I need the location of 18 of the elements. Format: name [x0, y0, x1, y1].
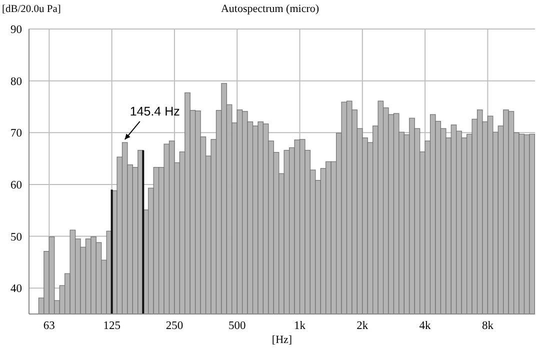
x-tick-label: 63 [43, 320, 56, 332]
y-tick-label: 70 [10, 128, 22, 140]
x-axis-title: [Hz] [272, 334, 292, 346]
y-tick-label: 40 [10, 283, 22, 296]
y-tick-label: 90 [10, 24, 22, 36]
x-tick-label: 250 [166, 320, 184, 332]
annotation: 145.4 Hz [130, 104, 180, 118]
x-tick-label: 4k [419, 320, 432, 332]
y-tick-label: 80 [10, 76, 22, 88]
x-tick-label: 8k [482, 320, 494, 332]
x-tick-label: 125 [103, 320, 121, 332]
y-tick-label: 50 [10, 231, 22, 244]
y-tick-label: 60 [10, 179, 22, 192]
x-tick-label: 500 [228, 320, 246, 332]
y-axis-title: [dB/20.0u Pa] [2, 4, 61, 15]
chart-title: Autospectrum (micro) [220, 3, 320, 15]
x-tick-label: 1k [294, 320, 306, 332]
x-tick-label: 2k [356, 320, 368, 332]
